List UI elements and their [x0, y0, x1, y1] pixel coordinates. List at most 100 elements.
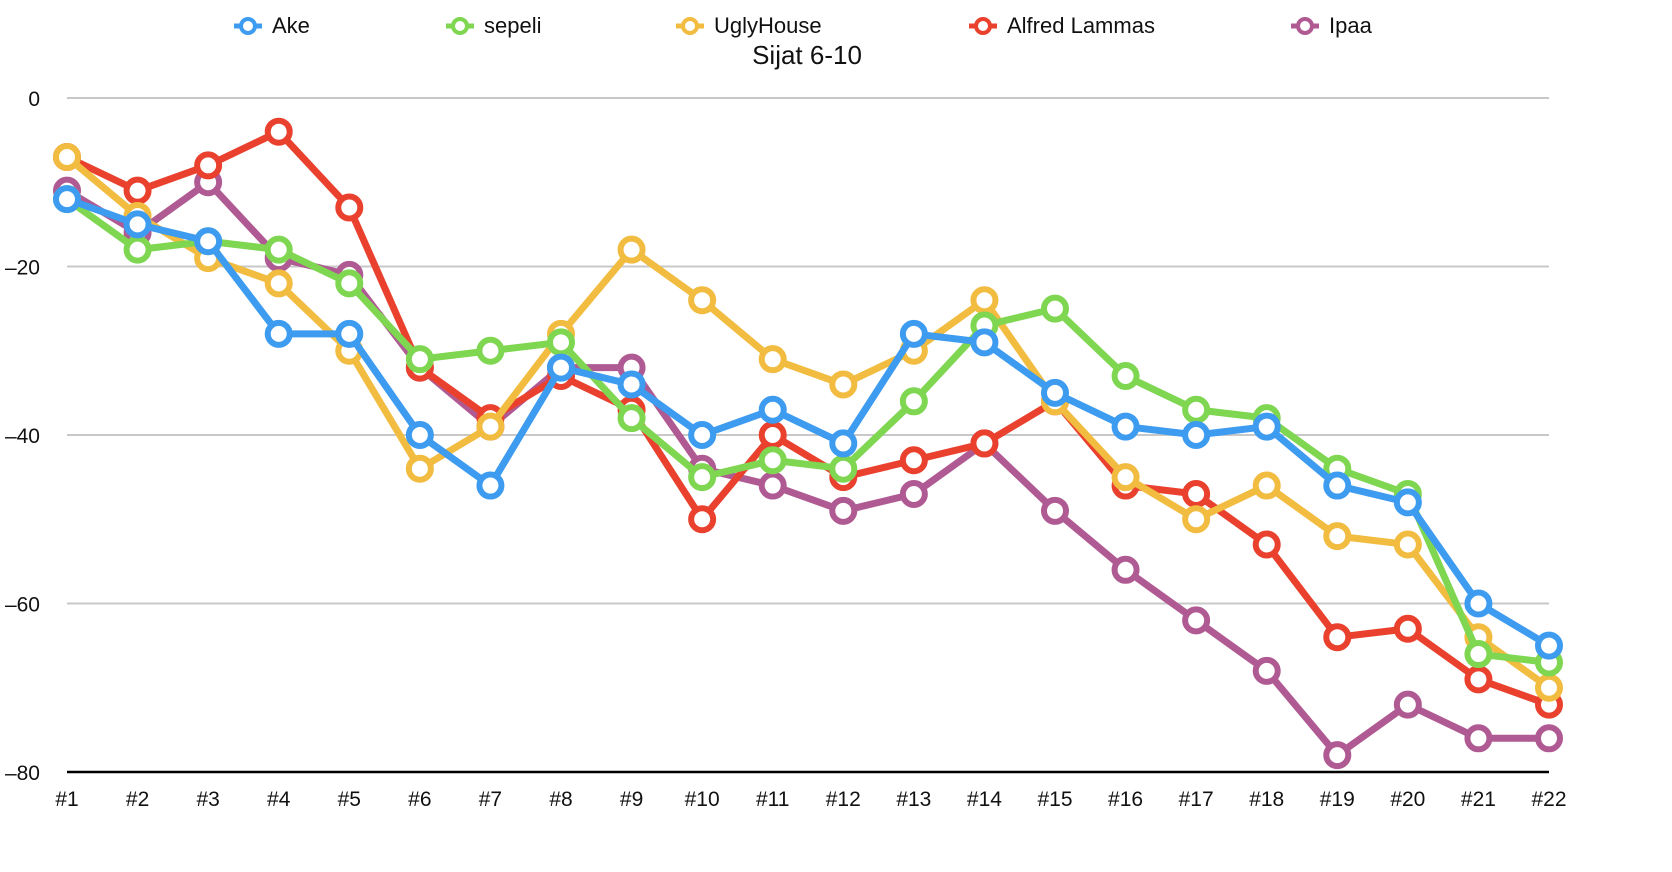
data-point-ake [264, 319, 293, 348]
data-point-alfred-lammas [1323, 623, 1352, 652]
x-tick-label: #14 [967, 788, 1002, 811]
data-point-uglyhouse [970, 286, 999, 315]
series-alfred-lammas [53, 117, 1563, 719]
data-point-sepeli [758, 446, 787, 475]
legend-marker-alfred-lammas [974, 17, 992, 35]
x-tick-label: #19 [1320, 788, 1355, 811]
gridlines [67, 97, 1549, 774]
data-point-uglyhouse [617, 235, 646, 264]
data-point-alfred-lammas [194, 151, 223, 180]
data-point-uglyhouse [1393, 530, 1422, 559]
data-point-ake [899, 319, 928, 348]
series-layer [53, 117, 1563, 770]
data-point-sepeli [1111, 362, 1140, 391]
data-point-ipaa [1041, 496, 1069, 525]
data-point-uglyhouse [1182, 505, 1211, 534]
y-tick-label: –60 [5, 594, 40, 617]
data-point-ipaa [1111, 555, 1140, 584]
data-point-alfred-lammas [970, 429, 999, 458]
legend-label-sepeli: sepeli [484, 13, 541, 38]
data-point-sepeli [899, 387, 928, 416]
data-point-ake [1111, 412, 1140, 441]
data-point-sepeli [1464, 640, 1493, 669]
y-tick-label: 0 [28, 88, 40, 111]
data-point-sepeli [829, 454, 858, 483]
x-tick-label: #1 [55, 788, 78, 811]
data-point-alfred-lammas [1393, 614, 1422, 643]
chart-title: Sijat 6-10 [752, 40, 862, 70]
series-line-alfred-lammas [63, 128, 1553, 709]
data-point-ake [1393, 488, 1422, 517]
y-tick-label: –40 [5, 425, 40, 448]
data-point-ake [194, 227, 223, 256]
data-point-uglyhouse [405, 454, 434, 483]
data-point-sepeli [547, 328, 575, 357]
x-tick-label: #4 [267, 788, 291, 811]
data-point-alfred-lammas [335, 193, 364, 222]
data-point-uglyhouse [1252, 471, 1281, 500]
data-point-ake [1464, 589, 1493, 618]
series-line-uglyhouse [63, 153, 1553, 692]
data-point-sepeli [688, 463, 717, 492]
data-point-ipaa [758, 471, 787, 500]
y-tick-label: –80 [5, 762, 40, 785]
data-point-sepeli [405, 345, 434, 374]
x-tick-label: #10 [685, 788, 720, 811]
data-point-ake [1182, 421, 1211, 449]
data-point-ipaa [1182, 606, 1211, 635]
legend-label-alfred-lammas: Alfred Lammas [1007, 13, 1155, 38]
x-tick-label: #13 [896, 788, 931, 811]
data-point-ake [1535, 631, 1563, 660]
legend: Ake sepeli UglyHouse Alfred Lammas Ipaa [234, 13, 1373, 38]
data-point-ake [476, 471, 505, 500]
x-tick-label: #22 [1531, 788, 1566, 811]
data-point-ake [405, 421, 434, 449]
legend-item-alfred-lammas: Alfred Lammas [969, 13, 1155, 38]
data-point-uglyhouse [688, 286, 717, 315]
legend-item-ipaa: Ipaa [1291, 13, 1373, 38]
legend-label-ake: Ake [272, 13, 310, 38]
data-point-alfred-lammas [1182, 479, 1211, 508]
data-point-sepeli [264, 235, 293, 264]
data-point-ipaa [1252, 656, 1281, 685]
data-point-ake [53, 185, 81, 214]
data-point-sepeli [476, 336, 505, 365]
data-point-ipaa [1323, 741, 1352, 770]
y-axis: 0 –20 –40 –60 –80 [5, 88, 40, 785]
x-tick-label: #18 [1249, 788, 1284, 811]
data-point-uglyhouse [1535, 673, 1563, 702]
x-tick-label: #11 [756, 788, 789, 811]
data-point-sepeli [123, 235, 152, 264]
data-point-uglyhouse [758, 345, 787, 374]
legend-label-uglyhouse: UglyHouse [714, 13, 822, 38]
data-point-ake [1041, 378, 1069, 407]
data-point-uglyhouse [829, 370, 858, 399]
series-sepeli [53, 185, 1563, 677]
x-tick-label: #5 [338, 788, 361, 811]
data-point-alfred-lammas [1252, 530, 1281, 559]
data-point-uglyhouse [1323, 522, 1352, 551]
legend-item-sepeli: sepeli [446, 13, 541, 38]
data-point-sepeli [1041, 294, 1069, 323]
legend-marker-ake [239, 17, 257, 35]
data-point-ake [758, 395, 787, 424]
series-uglyhouse [53, 142, 1563, 702]
data-point-sepeli [1182, 395, 1211, 424]
data-point-uglyhouse [1111, 463, 1140, 492]
x-tick-label: #20 [1390, 788, 1425, 811]
legend-marker-uglyhouse [681, 17, 699, 35]
x-tick-label: #8 [549, 788, 572, 811]
data-point-ipaa [899, 479, 928, 508]
data-point-uglyhouse [53, 142, 81, 171]
data-point-uglyhouse [264, 269, 293, 298]
data-point-ipaa [1464, 724, 1493, 753]
data-point-ake [829, 429, 858, 458]
data-point-ipaa [1535, 724, 1563, 753]
data-point-ipaa [1393, 690, 1422, 719]
x-tick-label: #17 [1179, 788, 1214, 811]
data-point-uglyhouse [476, 412, 505, 441]
x-tick-label: #9 [620, 788, 643, 811]
data-point-ake [688, 421, 717, 449]
data-point-sepeli [335, 269, 364, 298]
